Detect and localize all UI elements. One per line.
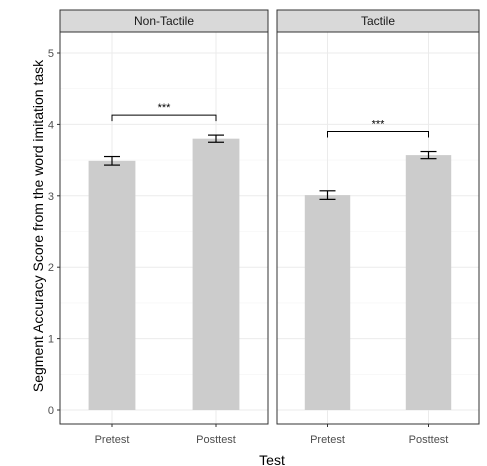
significance-label: *** (158, 102, 172, 114)
panel-border (59, 31, 269, 425)
x-tick-label: Pretest (95, 434, 130, 446)
y-tick-label: 0 (48, 405, 54, 417)
panel-tactile: Tactile *** Pretest Posttest (276, 9, 480, 446)
x-axis-title: Test (259, 452, 285, 466)
y-tick-label: 2 (48, 262, 54, 274)
significance-bracket (327, 131, 429, 138)
y-tick-label: 3 (48, 191, 54, 203)
bar-posttest (405, 155, 452, 410)
panel-non-tactile: Non-Tactile *** Pretest Posttest 0 1 2 3 4 5 (48, 9, 269, 446)
error-bar (104, 155, 120, 166)
bar-posttest (192, 138, 240, 410)
significance-bracket (111, 114, 217, 122)
panel-border (276, 31, 480, 425)
error-bar (420, 150, 437, 160)
significance-label: *** (372, 119, 386, 131)
facet-label: Tactile (361, 14, 395, 28)
y-axis-title: Segment Accuracy Score from the word imi… (30, 59, 46, 392)
x-tick-label: Posttest (196, 434, 236, 446)
y-tick-label: 1 (48, 334, 54, 346)
error-bar (319, 190, 336, 200)
error-bar (208, 134, 224, 143)
bar-pretest (304, 195, 351, 410)
y-tick-label: 4 (48, 119, 54, 131)
x-tick-label: Pretest (310, 434, 345, 446)
bar-pretest (88, 160, 136, 410)
facet-label: Non-Tactile (134, 14, 194, 28)
x-tick-label: Posttest (409, 434, 449, 446)
y-tick-label: 5 (48, 48, 54, 60)
